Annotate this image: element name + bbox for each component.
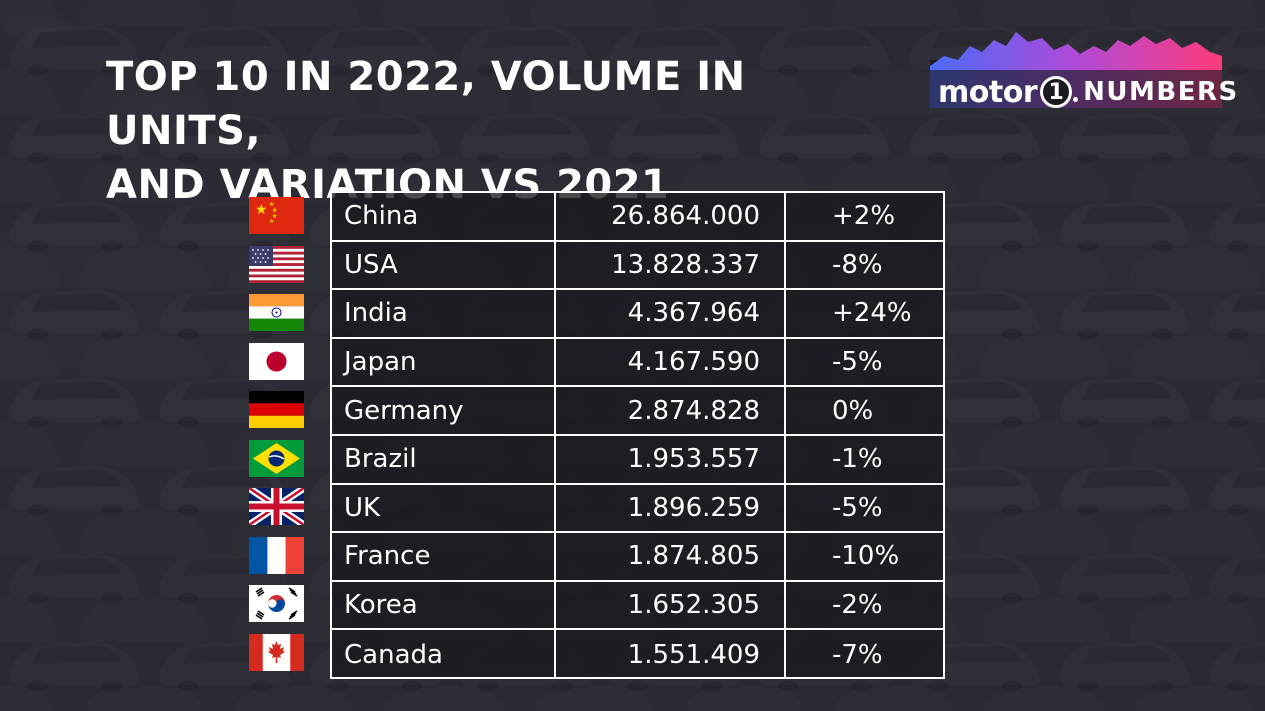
japan-flag-icon bbox=[249, 343, 304, 380]
page-title: TOP 10 IN 2022, VOLUME IN UNITS, AND VAR… bbox=[106, 50, 906, 212]
table-row: UK 1.896.259 -5% bbox=[332, 484, 943, 534]
motor1-numbers-logo: motor 1 NUMBERS bbox=[930, 26, 1237, 110]
country-cell: France bbox=[332, 533, 556, 580]
change-cell: -8% bbox=[832, 249, 883, 280]
volume-cell: 1.874.805 bbox=[556, 533, 786, 580]
change-cell: -10% bbox=[832, 541, 900, 572]
change-cell: -7% bbox=[832, 639, 883, 670]
india-flag-icon bbox=[249, 294, 304, 331]
volume-cell: 26.864.000 bbox=[556, 193, 786, 240]
table-row: Japan 4.167.590 -5% bbox=[332, 338, 943, 388]
canada-flag-icon bbox=[249, 634, 304, 671]
svg-text:★: ★ bbox=[272, 213, 277, 220]
china-flag-icon: ★ ★ ★ ★ ★ bbox=[249, 197, 304, 234]
title-line-1: TOP 10 IN 2022, VOLUME IN UNITS, bbox=[106, 54, 746, 154]
change-cell: -5% bbox=[832, 347, 883, 378]
table-row: Canada 1.551.409 -7% bbox=[332, 630, 943, 679]
table-row: Germany 2.874.828 0% bbox=[332, 387, 943, 436]
logo-motor-text: motor bbox=[938, 74, 1038, 110]
table-row: France 1.874.805 -10% bbox=[332, 533, 943, 582]
volume-cell: 1.953.557 bbox=[556, 436, 786, 483]
korea-flag-icon bbox=[249, 585, 304, 622]
change-cell: -5% bbox=[832, 492, 883, 523]
change-cell: +24% bbox=[832, 298, 912, 329]
volume-cell: 1.896.259 bbox=[556, 484, 786, 532]
svg-text:★: ★ bbox=[255, 202, 268, 218]
brazil-flag-icon bbox=[249, 440, 304, 477]
table-row: USA 13.828.337 -8% bbox=[332, 241, 943, 291]
table-row: China 26.864.000 +2% bbox=[332, 193, 943, 242]
volume-cell: 13.828.337 bbox=[556, 241, 786, 289]
change-cell: -1% bbox=[832, 444, 883, 475]
country-cell: Japan bbox=[332, 338, 556, 386]
volume-cell: 1.652.305 bbox=[556, 581, 786, 629]
volume-cell: 4.167.590 bbox=[556, 338, 786, 386]
sales-table: China 26.864.000 +2% USA 13.828.337 -8% … bbox=[330, 191, 945, 679]
table-row: India 4.367.964 +24% bbox=[332, 290, 943, 339]
uk-flag-icon bbox=[249, 488, 304, 525]
table-row: Brazil 1.953.557 -1% bbox=[332, 436, 943, 485]
change-cell: +2% bbox=[832, 201, 896, 232]
country-cell: Korea bbox=[332, 581, 556, 629]
svg-text:★: ★ bbox=[269, 201, 274, 208]
country-cell: Brazil bbox=[332, 436, 556, 483]
logo-numbers-text: NUMBERS bbox=[1083, 77, 1239, 107]
table-row: Korea 1.652.305 -2% bbox=[332, 581, 943, 631]
volume-cell: 2.874.828 bbox=[556, 387, 786, 434]
change-cell: -2% bbox=[832, 590, 883, 621]
volume-cell: 1.551.409 bbox=[556, 630, 786, 679]
germany-flag-icon bbox=[249, 391, 304, 428]
france-flag-icon bbox=[249, 537, 304, 574]
country-cell: UK bbox=[332, 484, 556, 532]
country-cell: India bbox=[332, 290, 556, 337]
logo-one-badge: 1 bbox=[1040, 76, 1079, 108]
country-cell: Germany bbox=[332, 387, 556, 434]
change-cell: 0% bbox=[832, 395, 874, 426]
svg-text:★: ★ bbox=[269, 218, 274, 225]
svg-text:★: ★ bbox=[272, 207, 277, 214]
country-cell: China bbox=[332, 193, 556, 240]
country-cell: Canada bbox=[332, 630, 556, 679]
volume-cell: 4.367.964 bbox=[556, 290, 786, 337]
usa-flag-icon bbox=[249, 246, 304, 283]
country-cell: USA bbox=[332, 241, 556, 289]
